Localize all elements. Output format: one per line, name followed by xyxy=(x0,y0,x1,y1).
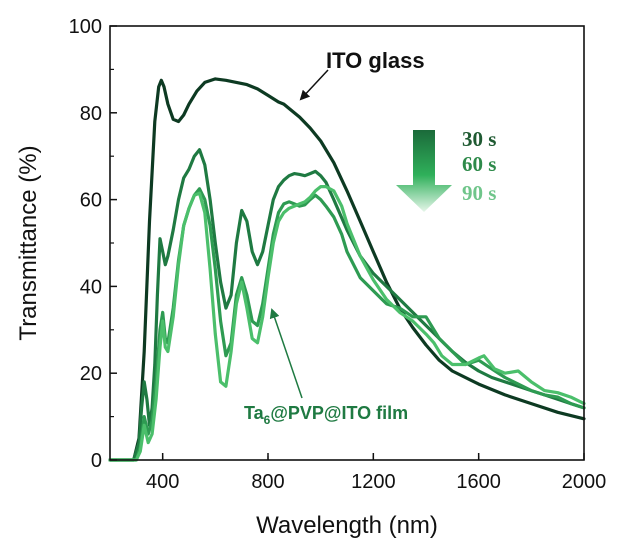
y-tick-label: 80 xyxy=(80,103,102,125)
x-tick-label: 2000 xyxy=(562,471,607,493)
x-axis-title: Wavelength (nm) xyxy=(256,512,438,539)
film-pointer-arrow xyxy=(269,308,303,399)
y-tick-label: 60 xyxy=(80,190,102,212)
series-line-3 xyxy=(108,185,586,462)
x-axis-ticks: 400 800 1200 1600 2000 xyxy=(146,453,606,493)
film-label-suffix: @PVP@ITO film xyxy=(270,403,408,423)
series-line-0 xyxy=(108,77,586,462)
y-tick-label: 20 xyxy=(80,363,102,385)
legend-label-60s: 60 s xyxy=(462,152,496,176)
time-trend-arrow xyxy=(396,130,452,212)
ito-glass-pointer-arrow xyxy=(299,69,329,101)
y-tick-label: 100 xyxy=(69,16,102,38)
x-tick-label: 400 xyxy=(146,471,179,493)
x-tick-label: 800 xyxy=(251,471,284,493)
film-label-subscript: 6 xyxy=(264,413,271,427)
y-tick-label: 0 xyxy=(91,450,102,472)
film-annotation: Ta6@PVP@ITO film xyxy=(244,403,408,427)
y-tick-label: 40 xyxy=(80,276,102,298)
y-axis-ticks: 0 20 40 60 80 100 xyxy=(69,16,117,472)
y-axis-title: Transmittance (%) xyxy=(15,145,42,340)
x-tick-label: 1200 xyxy=(351,471,396,493)
ito-glass-annotation: ITO glass xyxy=(326,48,425,73)
legend-label-90s: 90 s xyxy=(462,181,496,205)
x-tick-label: 1600 xyxy=(456,471,501,493)
series-layer xyxy=(108,77,586,462)
legend-label-30s: 30 s xyxy=(462,127,496,151)
film-label-prefix: Ta xyxy=(244,403,265,423)
